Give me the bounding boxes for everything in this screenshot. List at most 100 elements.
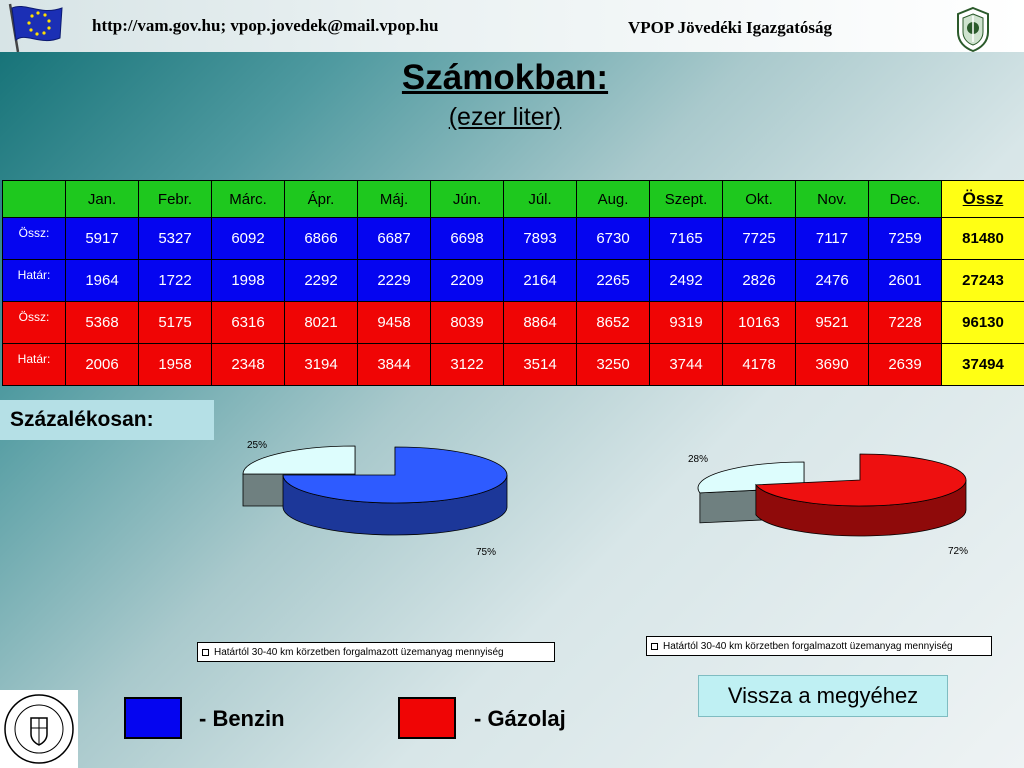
gazolaj-color-swatch — [398, 697, 456, 739]
table-cell: 3250 — [576, 343, 650, 386]
table-cell: 3514 — [503, 343, 577, 386]
table-cell: 2826 — [722, 259, 796, 302]
table-cell: 8039 — [430, 301, 504, 344]
column-header: Ápr. — [284, 180, 358, 218]
legend-text: Határtól 30-40 km körzetben forgalmazott… — [663, 641, 953, 652]
table-row: Össz: 5917 5327 6092 6866 6687 6698 7893 6730 716… — [2, 217, 1024, 260]
row-total: 96130 — [941, 301, 1024, 344]
row-total: 81480 — [941, 217, 1024, 260]
table-cell: 2348 — [211, 343, 285, 386]
pie-data-label: 28% — [688, 454, 708, 465]
column-header: Jún. — [430, 180, 504, 218]
page-subtitle: (ezer liter) — [448, 103, 562, 131]
pie-slice — [755, 453, 967, 537]
table-cell: 1722 — [138, 259, 212, 302]
table-cell: 6698 — [430, 217, 504, 260]
column-header: Aug. — [576, 180, 650, 218]
table-cell: 3844 — [357, 343, 431, 386]
table-cell: 5917 — [65, 217, 139, 260]
column-header: Jan. — [65, 180, 139, 218]
gazolaj-pie-chart: 28% 72% — [688, 453, 968, 557]
monthly-data-table: Jan. Febr. Márc. Ápr. Máj. Jún. Júl. Aug. Szept.… — [2, 180, 1024, 386]
table-cell: 9458 — [357, 301, 431, 344]
anniversary-seal-icon — [0, 690, 78, 768]
table-corner-cell — [2, 180, 66, 218]
table-header-row: Jan. Febr. Márc. Ápr. Máj. Jún. Júl. Aug. Szept.… — [2, 180, 1024, 218]
column-header: Júl. — [503, 180, 577, 218]
table-cell: 5327 — [138, 217, 212, 260]
table-cell: 2492 — [649, 259, 723, 302]
table-cell: 7725 — [722, 217, 796, 260]
header-links[interactable]: http://vam.gov.hu; vpop.jovedek@mail.vpo… — [92, 16, 439, 35]
table-cell: 3744 — [649, 343, 723, 386]
table-cell: 7228 — [868, 301, 942, 344]
table-cell: 2006 — [65, 343, 139, 386]
eu-flag-icon — [8, 3, 63, 52]
column-header: Febr. — [138, 180, 212, 218]
table-cell: 2229 — [357, 259, 431, 302]
table-cell: 2164 — [503, 259, 577, 302]
column-header: Máj. — [357, 180, 431, 218]
table-cell: 4178 — [722, 343, 796, 386]
table-cell: 6316 — [211, 301, 285, 344]
back-to-county-button[interactable]: Vissza a megyéhez — [698, 675, 948, 717]
table-cell: 6092 — [211, 217, 285, 260]
table-cell: 8021 — [284, 301, 358, 344]
customs-emblem-icon — [957, 6, 989, 52]
table-cell: 6866 — [284, 217, 358, 260]
column-header: Nov. — [795, 180, 869, 218]
pie-data-label: 25% — [247, 440, 267, 451]
table-row: Össz: 5368 5175 6316 8021 9458 8039 8864 8652 931… — [2, 301, 1024, 344]
benzin-legend-label: - Benzin — [199, 706, 285, 731]
table-cell: 1958 — [138, 343, 212, 386]
table-cell: 9521 — [795, 301, 869, 344]
legend-swatch — [202, 649, 209, 656]
header-bar: http://vam.gov.hu; vpop.jovedek@mail.vpo… — [0, 0, 1024, 52]
row-label: Össz: — [2, 217, 66, 260]
pie-slice — [282, 446, 508, 536]
header-organization: VPOP Jövedéki Igazgatóság — [628, 18, 832, 37]
pie-legend-benzin: Határtól 30-40 km körzetben forgalmazott… — [197, 642, 555, 662]
table-cell: 3690 — [795, 343, 869, 386]
table-cell: 8864 — [503, 301, 577, 344]
column-header: Okt. — [722, 180, 796, 218]
table-cell: 7117 — [795, 217, 869, 260]
table-cell: 8652 — [576, 301, 650, 344]
table-cell: 7165 — [649, 217, 723, 260]
table-cell: 2292 — [284, 259, 358, 302]
table-cell: 9319 — [649, 301, 723, 344]
table-cell: 10163 — [722, 301, 796, 344]
column-header: Márc. — [211, 180, 285, 218]
table-cell: 5368 — [65, 301, 139, 344]
table-cell: 2639 — [868, 343, 942, 386]
benzin-pie-chart: 25% 75% — [242, 440, 508, 558]
table-cell: 6730 — [576, 217, 650, 260]
table-cell: 7259 — [868, 217, 942, 260]
pie-legend-gazolaj: Határtól 30-40 km körzetben forgalmazott… — [646, 636, 992, 656]
table-row: Határ: 2006 1958 2348 3194 3844 3122 3514 3250 37… — [2, 343, 1024, 386]
column-header: Össz — [941, 180, 1024, 218]
table-cell: 5175 — [138, 301, 212, 344]
table-cell: 2601 — [868, 259, 942, 302]
legend-text: Határtól 30-40 km körzetben forgalmazott… — [214, 647, 504, 658]
pie-data-label: 72% — [948, 546, 968, 557]
table-cell: 1998 — [211, 259, 285, 302]
page-title: Számokban: — [401, 58, 609, 97]
pie-data-label: 75% — [476, 547, 496, 558]
table-cell: 3194 — [284, 343, 358, 386]
legend-swatch — [651, 643, 658, 650]
row-label: Határ: — [2, 343, 66, 386]
benzin-color-swatch — [124, 697, 182, 739]
percent-section-label: Százalékosan: — [0, 400, 214, 440]
table-cell: 2476 — [795, 259, 869, 302]
table-cell: 2209 — [430, 259, 504, 302]
table-row: Határ: 1964 1722 1998 2292 2229 2209 2164 2265 24… — [2, 259, 1024, 302]
table-cell: 6687 — [357, 217, 431, 260]
gazolaj-legend-label: - Gázolaj — [474, 706, 566, 731]
row-label: Össz: — [2, 301, 66, 344]
table-cell: 2265 — [576, 259, 650, 302]
table-cell: 1964 — [65, 259, 139, 302]
table-cell: 3122 — [430, 343, 504, 386]
table-cell: 7893 — [503, 217, 577, 260]
row-total: 27243 — [941, 259, 1024, 302]
